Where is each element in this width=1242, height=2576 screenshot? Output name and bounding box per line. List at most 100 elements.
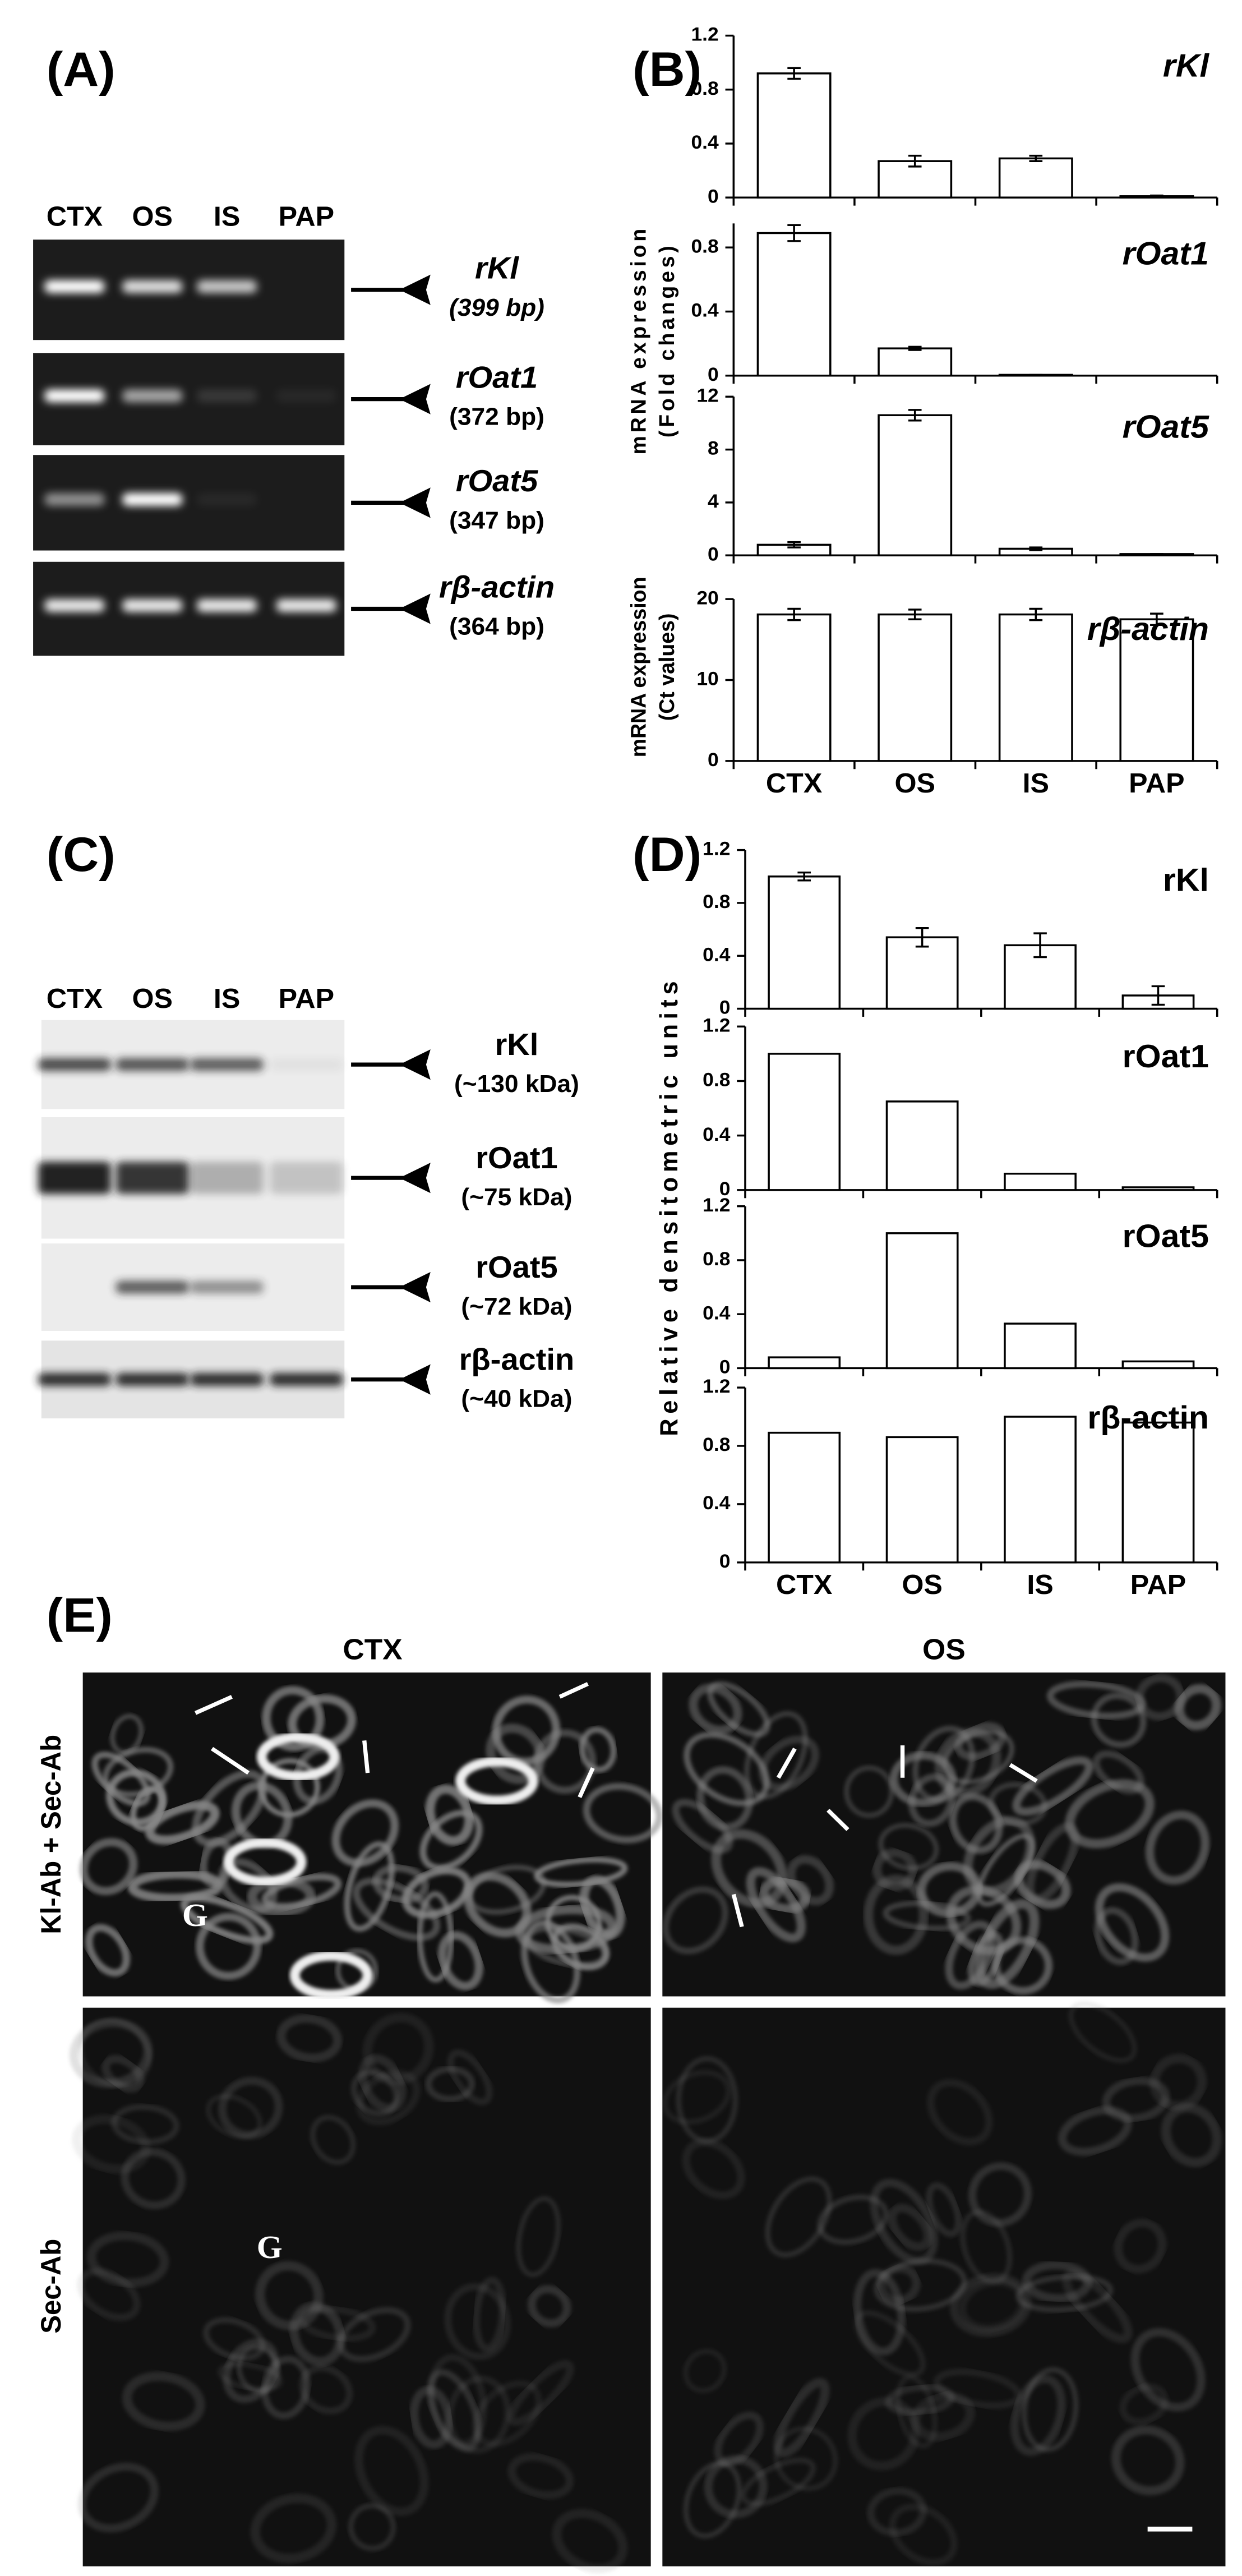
chart-title: rOat5 xyxy=(1123,409,1210,445)
band-size: (399 bp) xyxy=(449,294,544,321)
bar xyxy=(878,347,953,377)
band-name: rOat5 xyxy=(456,464,539,498)
y-tick-label: 0 xyxy=(708,186,719,208)
x-tick-label: PAP xyxy=(1129,768,1184,799)
tubule xyxy=(354,2426,429,2517)
y-tick-label: 8 xyxy=(708,437,719,459)
bar xyxy=(768,875,841,1010)
blot-band xyxy=(190,1280,264,1294)
tubule xyxy=(816,2194,889,2245)
bar xyxy=(885,1232,959,1370)
band-size: (364 bp) xyxy=(449,613,544,640)
chart-title: rOat5 xyxy=(1123,1218,1209,1254)
blot-band xyxy=(270,1162,343,1195)
tubule xyxy=(583,1782,663,1844)
arrow xyxy=(351,274,431,305)
y-tick-label: 0.8 xyxy=(703,1248,730,1270)
tubule xyxy=(704,2455,768,2519)
band-name: rKl xyxy=(475,251,520,285)
error-bar xyxy=(908,345,922,351)
panel-label: (B) xyxy=(632,42,701,96)
bar xyxy=(885,1436,959,1564)
tubule xyxy=(355,2070,421,2126)
lane-label: OS xyxy=(132,201,173,232)
band-name: rOat5 xyxy=(475,1250,558,1284)
tubule xyxy=(1012,1756,1093,1816)
gel-band xyxy=(197,389,257,403)
tubule xyxy=(110,1713,144,1755)
arrow-marker xyxy=(731,1893,744,1928)
column-label: CTX xyxy=(343,1633,402,1666)
panel-label: (A) xyxy=(47,42,116,96)
y-tick-label: 0.8 xyxy=(703,1434,730,1455)
tubule xyxy=(1022,2367,1079,2453)
bar xyxy=(1121,1186,1195,1191)
tubule xyxy=(1102,2076,1170,2122)
blot-band xyxy=(270,1058,343,1071)
blot-band xyxy=(116,1058,189,1071)
tubule xyxy=(1145,1810,1210,1885)
blot-band xyxy=(38,1373,111,1386)
y-tick-label: 0 xyxy=(708,543,719,565)
tubule xyxy=(942,1729,1015,1785)
bar xyxy=(878,613,953,762)
blot-band xyxy=(116,1373,189,1386)
tubule xyxy=(1094,1907,1139,1965)
tubule xyxy=(959,2278,1026,2332)
error-bar xyxy=(1150,194,1163,198)
gel-band xyxy=(197,599,257,612)
arrow xyxy=(351,1049,431,1080)
tubule xyxy=(337,2307,411,2362)
band-size: (~40 kDa) xyxy=(461,1385,572,1412)
y-tick-label: 12 xyxy=(696,385,718,407)
tubule xyxy=(684,1731,770,1807)
tubule xyxy=(740,2457,816,2506)
tubule xyxy=(122,2371,205,2431)
bar xyxy=(756,72,832,199)
band-size: (372 bp) xyxy=(449,403,544,430)
tubule xyxy=(180,1894,274,1944)
tubule xyxy=(545,1895,602,1952)
tubule xyxy=(968,2162,1032,2227)
tubule xyxy=(86,2231,169,2288)
error-bar xyxy=(908,409,922,422)
tubule xyxy=(1161,2103,1222,2168)
y-axis-label: (Ct values) xyxy=(655,613,678,721)
tubule xyxy=(1058,2106,1132,2156)
error-bar xyxy=(787,67,801,80)
tubule xyxy=(472,2277,507,2352)
error-bar xyxy=(915,927,929,948)
tubule xyxy=(1119,2383,1169,2426)
tubule xyxy=(344,1841,395,1932)
tubule xyxy=(889,2503,958,2566)
tubule xyxy=(289,2302,345,2366)
tubule xyxy=(689,1683,742,1735)
tubule xyxy=(662,1886,729,1955)
gel-band xyxy=(44,389,105,403)
y-axis-label: mRNA expression xyxy=(627,577,650,757)
tubule xyxy=(847,2397,920,2471)
gel-band xyxy=(122,389,182,403)
error-bar xyxy=(787,541,801,549)
tubule xyxy=(250,2493,337,2564)
gel-band xyxy=(197,280,257,293)
y-tick-label: 1.2 xyxy=(703,838,730,860)
error-bar xyxy=(1150,612,1163,626)
error-bar xyxy=(1029,546,1043,551)
gel-band xyxy=(44,493,105,506)
error-bar xyxy=(1029,154,1043,162)
panel-label: (D) xyxy=(632,827,701,882)
blot-band xyxy=(38,1058,111,1071)
y-tick-label: 20 xyxy=(696,587,718,609)
y-tick-label: 10 xyxy=(696,668,718,690)
y-tick-label: 1.2 xyxy=(703,1376,730,1398)
y-tick-label: 1.2 xyxy=(703,1194,730,1216)
band-size: (~72 kDa) xyxy=(461,1293,572,1320)
tubule xyxy=(676,2056,738,2144)
lane-label: CTX xyxy=(47,201,103,232)
chart-title: rOat1 xyxy=(1123,1039,1209,1075)
y-axis-label: Relative densitometric units xyxy=(655,976,683,1436)
tubule xyxy=(1095,1883,1170,1962)
tubule xyxy=(425,1784,474,1846)
y-tick-label: 0 xyxy=(719,1356,731,1378)
